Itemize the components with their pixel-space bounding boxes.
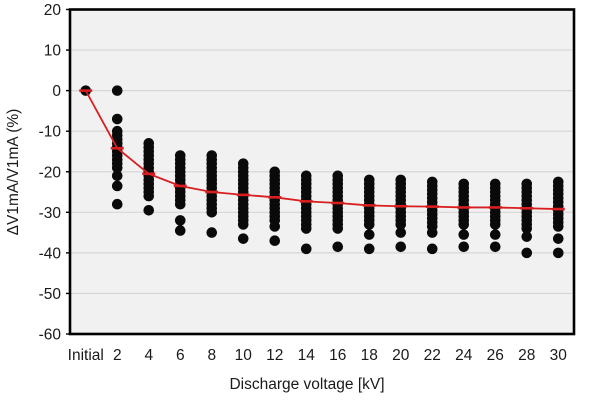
data-point <box>332 223 344 234</box>
data-point <box>426 227 438 238</box>
mean-line-layer <box>79 89 565 211</box>
x-tick-label: 16 <box>329 347 346 364</box>
x-tick-label: Initial <box>68 347 104 364</box>
data-point <box>174 198 186 210</box>
data-point <box>174 225 186 236</box>
x-tick-label: 4 <box>144 347 153 364</box>
x-tick-label: 6 <box>176 347 185 364</box>
data-point <box>363 219 375 230</box>
data-point <box>269 221 281 232</box>
data-point <box>395 219 407 230</box>
data-point <box>363 243 375 255</box>
data-point <box>521 247 533 259</box>
x-tick-label: 2 <box>113 347 122 364</box>
y-tick-label: -40 <box>39 245 62 262</box>
data-point <box>395 241 407 253</box>
x-tick-label: 10 <box>235 347 253 364</box>
data-point <box>552 221 564 232</box>
data-point <box>143 204 155 216</box>
data-point <box>143 190 155 202</box>
data-point <box>363 229 375 240</box>
data-point <box>206 227 218 238</box>
x-tick-label: 8 <box>207 347 216 364</box>
data-point <box>521 231 533 242</box>
data-point <box>489 229 501 240</box>
data-point <box>552 247 564 259</box>
x-tick-label: 22 <box>424 347 441 364</box>
axis-labels-layer: ΔV1mA/V1mA (%) Discharge voltage [kV] 20… <box>5 2 567 393</box>
data-point <box>458 241 470 253</box>
y-tick-label: -50 <box>39 286 62 303</box>
plot-border <box>68 8 576 336</box>
data-point <box>237 219 249 230</box>
y-axis-title: ΔV1mA/V1mA (%) <box>5 109 22 236</box>
data-point <box>552 233 564 244</box>
data-point <box>489 241 501 253</box>
data-point <box>111 113 123 125</box>
data-point <box>458 219 470 230</box>
data-point <box>300 223 312 234</box>
y-tick-label: -60 <box>39 327 62 344</box>
data-point <box>206 207 218 218</box>
y-tick-label: 20 <box>44 2 62 19</box>
y-tick-label: 0 <box>52 83 61 100</box>
data-point <box>111 162 123 173</box>
data-point <box>332 241 344 253</box>
mean-line <box>84 90 559 210</box>
y-tick-label: 10 <box>44 43 62 60</box>
data-point <box>111 180 123 192</box>
x-tick-label: 14 <box>298 347 316 364</box>
y-tick-label: -10 <box>39 124 62 141</box>
data-point <box>269 235 281 247</box>
data-point <box>300 243 312 255</box>
x-tick-label: 30 <box>550 347 568 364</box>
x-tick-label: 26 <box>487 347 504 364</box>
x-axis-title: Discharge voltage [kV] <box>229 376 384 393</box>
y-tick-label: -30 <box>39 205 62 222</box>
data-point <box>489 219 501 230</box>
plot-border-layer <box>68 8 576 336</box>
data-point <box>521 223 533 234</box>
data-point <box>237 233 249 244</box>
scatter-points-layer <box>80 85 564 259</box>
x-tick-label: 18 <box>361 347 378 364</box>
x-tick-label: 12 <box>266 347 283 364</box>
data-point <box>174 215 186 226</box>
y-tick-label: -20 <box>39 164 62 181</box>
data-point <box>395 227 407 238</box>
data-point <box>458 229 470 240</box>
data-point <box>111 198 123 210</box>
x-tick-label: 20 <box>392 347 410 364</box>
x-tick-label: 28 <box>518 347 535 364</box>
data-point <box>426 243 438 255</box>
data-point <box>111 170 123 182</box>
x-tick-label: 24 <box>455 347 473 364</box>
data-point <box>111 85 123 96</box>
